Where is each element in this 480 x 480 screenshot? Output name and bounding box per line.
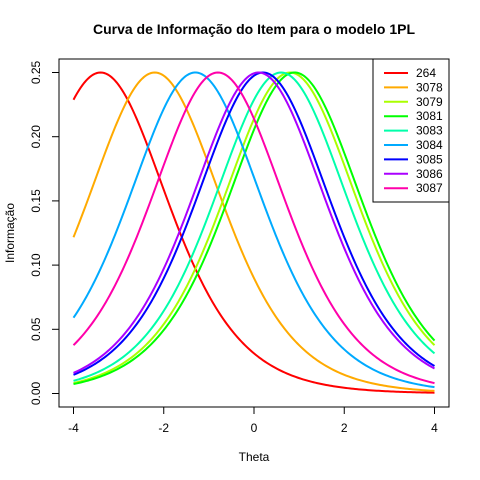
y-tick-label: 0.25 bbox=[29, 60, 43, 84]
x-axis: -4 -2 0 2 4 bbox=[68, 406, 438, 435]
series-line-3084 bbox=[72, 71, 435, 389]
legend-label-3084: 3084 bbox=[416, 138, 443, 152]
series-line-3086 bbox=[73, 71, 435, 374]
legend-label-3087: 3087 bbox=[416, 181, 443, 195]
legend-label-3081: 3081 bbox=[416, 109, 443, 123]
y-tick-label: 0.00 bbox=[29, 381, 43, 405]
x-tick-label: 2 bbox=[341, 421, 348, 435]
y-tick-label: 0.10 bbox=[29, 253, 43, 277]
chart-title: Curva de Informação do Item para o model… bbox=[93, 21, 416, 37]
x-tick-label: -4 bbox=[68, 421, 79, 435]
y-axis-title: Informação bbox=[3, 203, 17, 263]
legend-label-3085: 3085 bbox=[416, 152, 443, 166]
y-tick-label: 0.15 bbox=[29, 189, 43, 213]
y-tick-label: 0.20 bbox=[29, 125, 43, 149]
x-tick-label: 0 bbox=[251, 421, 258, 435]
series-line-3085 bbox=[73, 71, 436, 376]
legend-label-264: 264 bbox=[416, 66, 436, 80]
x-axis-title: Theta bbox=[239, 450, 270, 464]
legend-label-3086: 3086 bbox=[416, 167, 443, 181]
legend-label-3078: 3078 bbox=[416, 80, 443, 94]
y-tick-label: 0.05 bbox=[29, 317, 43, 341]
legend-label-3083: 3083 bbox=[416, 124, 443, 138]
series-curves bbox=[72, 71, 436, 394]
x-tick-label: -2 bbox=[158, 421, 169, 435]
series-line-3078 bbox=[72, 71, 435, 392]
series-line-264 bbox=[72, 71, 435, 394]
series-line-3083 bbox=[73, 71, 436, 382]
series-line-3081 bbox=[73, 71, 436, 386]
y-axis: 0.00 0.05 0.10 0.15 0.20 0.25 bbox=[29, 60, 60, 405]
series-line-3087 bbox=[72, 71, 435, 385]
legend-label-3079: 3079 bbox=[416, 95, 443, 109]
x-tick-label: 4 bbox=[431, 421, 438, 435]
